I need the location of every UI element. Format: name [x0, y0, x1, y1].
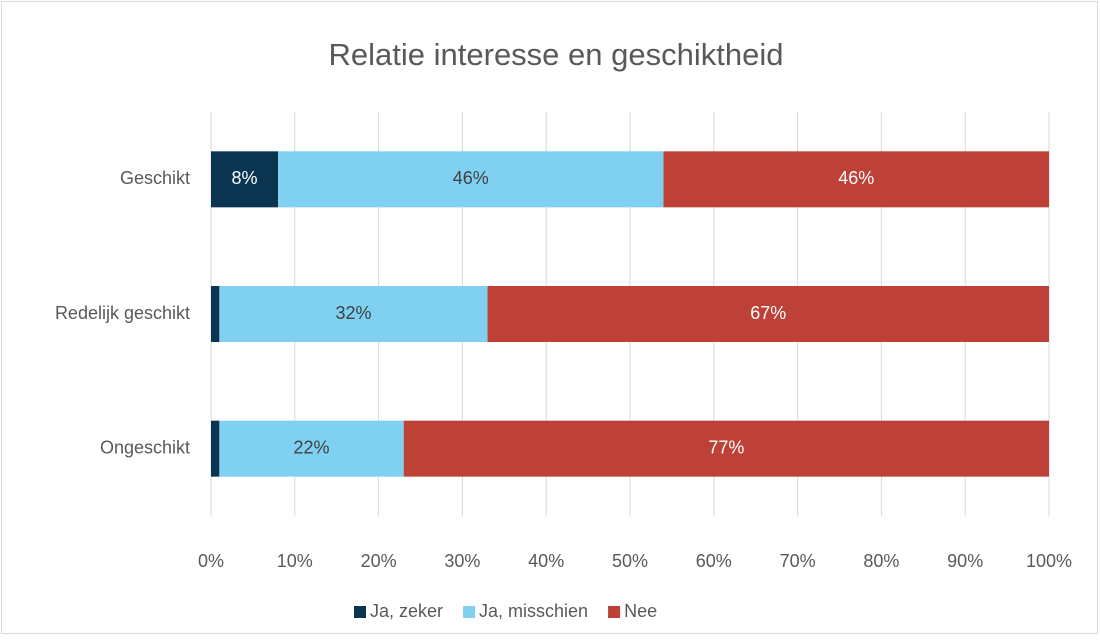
x-tick-label: 10%	[277, 551, 313, 571]
chart-title: Relatie interesse en geschiktheid	[329, 37, 784, 72]
bar-segment	[403, 420, 1049, 477]
x-tick-label: 70%	[780, 551, 816, 571]
x-tick-label: 30%	[444, 551, 480, 571]
bar-segment	[487, 286, 1049, 342]
bar-segment	[211, 151, 279, 208]
x-tick-label: 20%	[361, 551, 397, 571]
x-tick-label: 50%	[612, 551, 648, 571]
legend-swatch	[354, 606, 366, 618]
y-tick-label: Redelijk geschikt	[55, 303, 190, 323]
y-tick-label: Geschikt	[120, 168, 190, 188]
bar-segment	[663, 151, 1049, 208]
bar-segment	[219, 420, 404, 477]
x-tick-label: 60%	[696, 551, 732, 571]
bar-segment	[278, 151, 664, 208]
y-tick-label: Ongeschikt	[100, 437, 190, 457]
data-label: 67%	[750, 303, 786, 323]
data-label: 32%	[335, 303, 371, 323]
legend-label: Nee	[624, 601, 657, 621]
x-tick-label: 40%	[528, 551, 564, 571]
bar-segment	[211, 286, 220, 342]
x-tick-label: 80%	[863, 551, 899, 571]
legend-label: Ja, misschien	[479, 601, 588, 621]
x-tick-label: 90%	[947, 551, 983, 571]
data-label: 22%	[294, 437, 330, 457]
data-label: 46%	[453, 168, 489, 188]
bar-segment	[211, 420, 220, 477]
bar-segment	[219, 286, 488, 342]
legend-swatch	[463, 606, 476, 618]
data-label: 77%	[708, 437, 744, 457]
legend-label: Ja, zeker	[370, 601, 443, 621]
data-label: 8%	[232, 168, 258, 188]
x-tick-label: 100%	[1026, 551, 1072, 571]
legend-swatch	[608, 606, 621, 618]
data-label: 46%	[838, 168, 874, 188]
x-tick-label: 0%	[198, 551, 224, 571]
